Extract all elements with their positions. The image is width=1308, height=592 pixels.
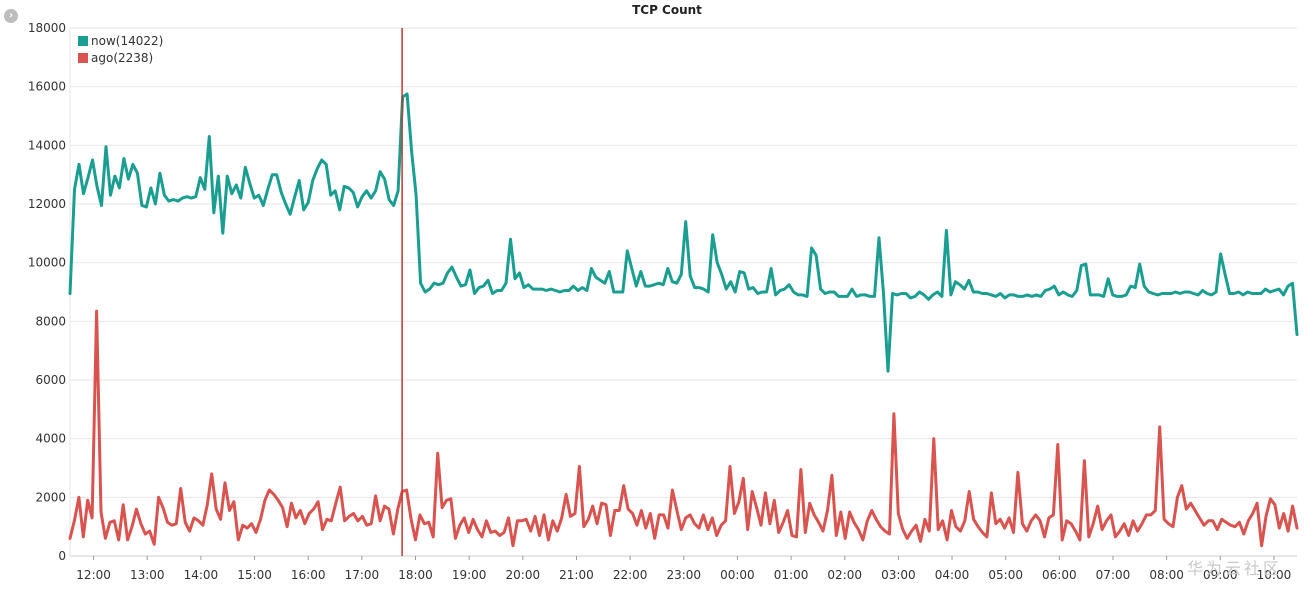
x-tick-label: 09:00 bbox=[1203, 568, 1238, 582]
x-tick-label: 10:00 bbox=[1257, 568, 1292, 582]
series-line-ago bbox=[68, 309, 1299, 548]
y-tick-label: 18000 bbox=[28, 21, 66, 35]
x-tick-label: 00:00 bbox=[720, 568, 755, 582]
y-tick-label: 10000 bbox=[28, 256, 66, 270]
chevron-right-icon[interactable]: › bbox=[4, 9, 18, 23]
x-tick-label: 04:00 bbox=[935, 568, 970, 582]
y-axis: 0 2000 4000 6000 8000 10000 12000 14000 16000 180… bbox=[28, 21, 66, 563]
x-tick-label: 02:00 bbox=[827, 568, 862, 582]
chart-title: TCP Count bbox=[632, 3, 702, 17]
y-tick-label: 4000 bbox=[35, 432, 66, 446]
y-tick-label: 16000 bbox=[28, 80, 66, 94]
x-tick-label: 19:00 bbox=[452, 568, 487, 582]
x-tick-label: 22:00 bbox=[613, 568, 648, 582]
x-tick-label: 15:00 bbox=[237, 568, 272, 582]
x-tick-label: 05:00 bbox=[988, 568, 1023, 582]
x-tick-label: 23:00 bbox=[666, 568, 701, 582]
x-tick-label: 17:00 bbox=[345, 568, 380, 582]
y-tick-label: 14000 bbox=[28, 138, 66, 152]
x-tick-label: 03:00 bbox=[881, 568, 916, 582]
x-tick-label: 07:00 bbox=[1096, 568, 1131, 582]
legend: now(14022) ago(2238) bbox=[78, 34, 163, 65]
x-tick-label: 12:00 bbox=[76, 568, 111, 582]
series-line-now bbox=[68, 92, 1299, 373]
x-tick-label: 18:00 bbox=[398, 568, 433, 582]
y-tick-label: 8000 bbox=[35, 314, 66, 328]
x-tick-label: 08:00 bbox=[1149, 568, 1184, 582]
x-axis: 12:00 13:00 14:00 15:00 16:00 17:00 18:00 19:00… bbox=[69, 28, 1297, 582]
x-tick-label: 13:00 bbox=[130, 568, 165, 582]
x-tick-label: 14:00 bbox=[184, 568, 219, 582]
legend-swatch-ago bbox=[78, 53, 88, 63]
y-tick-label: 6000 bbox=[35, 373, 66, 387]
x-tick-label: 20:00 bbox=[506, 568, 541, 582]
legend-label-ago: ago(2238) bbox=[91, 51, 153, 65]
y-tick-label: 2000 bbox=[35, 490, 66, 504]
legend-swatch-now bbox=[78, 36, 88, 46]
legend-label-now: now(14022) bbox=[91, 34, 163, 48]
x-tick-label: 01:00 bbox=[774, 568, 809, 582]
x-tick-label: 06:00 bbox=[1042, 568, 1077, 582]
x-tick-label: 21:00 bbox=[559, 568, 594, 582]
y-tick-label: 0 bbox=[58, 549, 66, 563]
x-tick-label: 16:00 bbox=[291, 568, 326, 582]
watermark: 华为云社区 bbox=[1187, 559, 1282, 578]
y-tick-label: 12000 bbox=[28, 197, 66, 211]
series-layer bbox=[68, 92, 1299, 548]
